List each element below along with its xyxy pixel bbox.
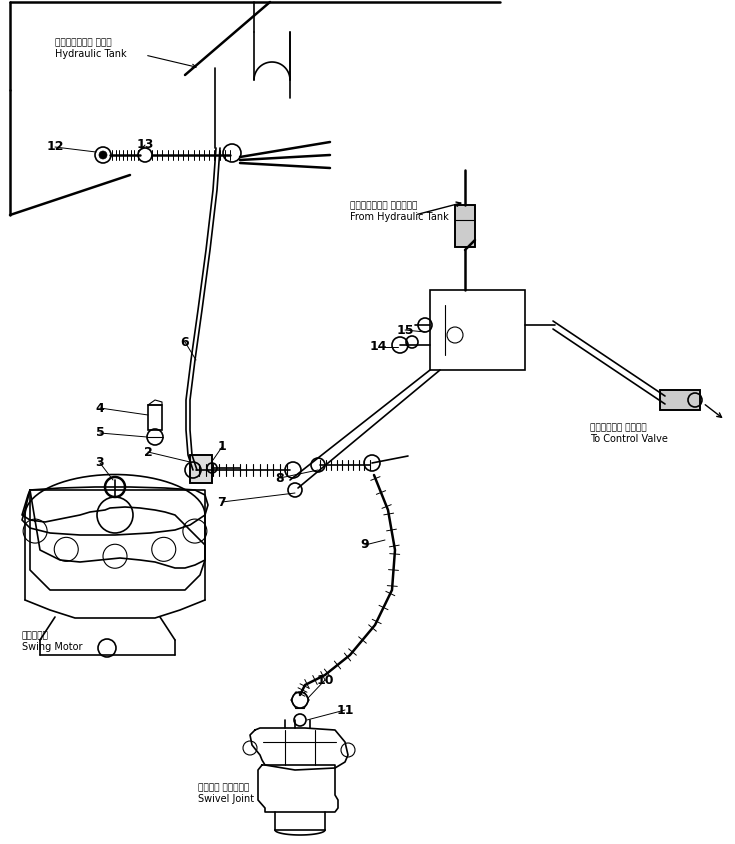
Text: 11: 11 xyxy=(336,704,354,717)
Bar xyxy=(190,455,212,483)
Text: 旋回モータ: 旋回モータ xyxy=(22,631,49,640)
Circle shape xyxy=(99,151,107,159)
Bar xyxy=(660,390,700,410)
Bar xyxy=(455,205,475,247)
Text: Swing Motor: Swing Motor xyxy=(22,642,82,652)
Text: ハイドロリック タンク: ハイドロリック タンク xyxy=(55,38,112,47)
Bar xyxy=(455,205,475,247)
Bar xyxy=(148,405,162,430)
Text: 9: 9 xyxy=(361,538,369,551)
Text: 5: 5 xyxy=(96,426,104,440)
Text: 4: 4 xyxy=(96,402,104,414)
Text: 6: 6 xyxy=(181,336,190,349)
Text: 8: 8 xyxy=(276,472,284,484)
Text: ハイドロリック タンクから: ハイドロリック タンクから xyxy=(350,201,417,210)
Text: 12: 12 xyxy=(46,140,64,154)
Bar xyxy=(430,290,525,370)
Text: Swivel Joint: Swivel Joint xyxy=(198,794,254,804)
Bar xyxy=(190,455,212,483)
Text: 1: 1 xyxy=(218,441,226,453)
Text: 7: 7 xyxy=(218,495,226,508)
Text: From Hydraulic Tank: From Hydraulic Tank xyxy=(350,212,449,222)
Text: 3: 3 xyxy=(96,457,104,469)
Text: 14: 14 xyxy=(369,340,387,354)
Text: コントロール バルブへ: コントロール バルブへ xyxy=(590,423,647,432)
Text: To Control Valve: To Control Valve xyxy=(590,434,668,444)
Bar xyxy=(660,390,700,410)
Text: 2: 2 xyxy=(143,446,152,458)
Text: 10: 10 xyxy=(316,674,334,686)
Text: 13: 13 xyxy=(136,138,154,152)
Text: Hydraulic Tank: Hydraulic Tank xyxy=(55,49,126,59)
Text: 15: 15 xyxy=(396,323,414,337)
Text: スイベル ジョイント: スイベル ジョイント xyxy=(198,783,249,792)
